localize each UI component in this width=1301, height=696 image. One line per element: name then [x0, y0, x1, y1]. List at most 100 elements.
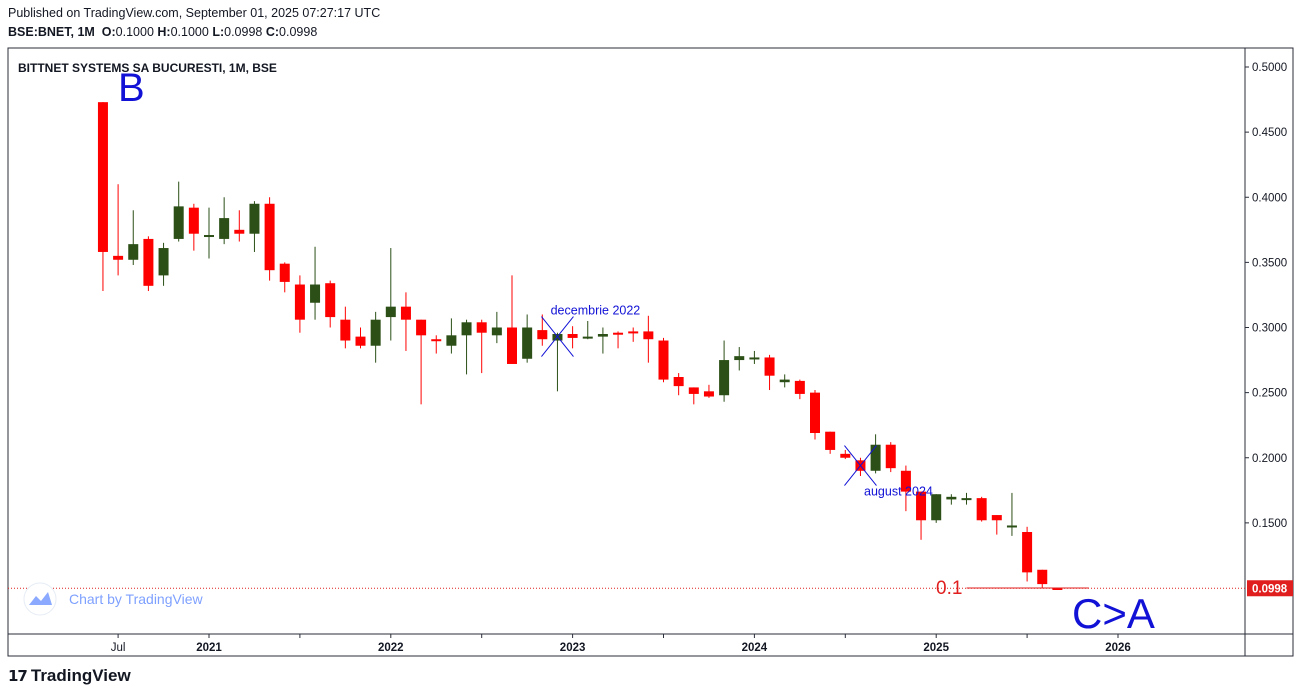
candle-body: [522, 327, 533, 359]
x-tick-label: 2023: [560, 642, 586, 654]
candle-body: [1037, 569, 1048, 585]
low-label: L:: [212, 25, 225, 39]
candle-body: [946, 496, 957, 500]
close-value: 0.0998: [279, 25, 318, 39]
tradingview-logo-icon: 𝟭𝟳: [8, 668, 28, 685]
chart-title: BITTNET SYSTEMS SA BUCURESTI, 1M, BSE: [18, 61, 277, 75]
candle-body: [325, 283, 336, 318]
open-label: O:: [101, 25, 116, 39]
published-line: Published on TradingView.com, September …: [8, 6, 381, 20]
level-label: 0.1: [936, 578, 962, 599]
candle-body: [885, 444, 896, 469]
candle-body: [158, 248, 169, 276]
y-tick-label: 0.3000: [1252, 323, 1287, 335]
candle-body: [340, 319, 351, 341]
tradingview-watermark-icon: [23, 582, 57, 616]
candle-body: [370, 319, 381, 346]
candle-body: [1006, 525, 1017, 528]
candle-body: [446, 335, 457, 346]
tradingview-brand: TradingView: [30, 666, 131, 685]
candle-body: [643, 331, 654, 340]
marker-aug-2024-label: august 2024: [864, 485, 933, 499]
candle-body: [310, 284, 321, 303]
candle-body: [628, 331, 639, 334]
y-tick-label: 0.4000: [1252, 192, 1287, 204]
candle-body: [734, 356, 745, 361]
y-tick-label: 0.4500: [1252, 127, 1287, 139]
high-value: 0.1000: [170, 25, 209, 39]
candle-body: [219, 218, 230, 239]
marker-aug-2024-cross-b: [844, 445, 877, 486]
candle-body: [900, 470, 911, 492]
candle-body: [673, 376, 684, 387]
wave-label-b: B: [118, 66, 145, 110]
chart-frame: [7, 47, 1294, 657]
candle-body: [582, 336, 593, 339]
tradingview-watermark-cloud: [29, 592, 52, 605]
x-tick-label: 2026: [1105, 642, 1131, 654]
candle-body: [507, 327, 517, 364]
candle-body: [113, 255, 124, 260]
x-tick-label: 2024: [742, 642, 768, 654]
candle-body: [764, 357, 775, 376]
candle-body: [279, 263, 290, 282]
y-tick-label: 0.2000: [1252, 453, 1287, 465]
candle-body: [431, 339, 442, 342]
candle-body: [97, 102, 108, 252]
marker-dec-2022-label: decembrie 2022: [551, 304, 641, 318]
candle-body: [976, 498, 987, 521]
candle-body: [613, 332, 624, 335]
candle-body: [658, 340, 669, 380]
candle-body: [779, 379, 790, 383]
candle-body: [537, 330, 548, 340]
candle-body: [173, 206, 184, 239]
candle-body: [991, 515, 1002, 521]
candle-body: [749, 357, 760, 360]
candle-body: [688, 387, 699, 394]
wave-label-ca: C>A: [1072, 590, 1155, 637]
y-tick-label: 0.1500: [1252, 518, 1287, 530]
candle-body: [204, 235, 214, 238]
candle-body: [703, 391, 714, 397]
tradingview-footer-logo[interactable]: 𝟭𝟳 TradingView: [8, 666, 131, 686]
last-price-label: 0.0998: [1252, 583, 1288, 595]
candle-body: [810, 392, 820, 434]
y-tick-label: 0.2500: [1252, 388, 1287, 400]
x-tick-label: Jul: [111, 642, 126, 654]
marker-dec-2022-cross-b: [541, 316, 574, 357]
open-value: 0.1000: [115, 25, 154, 39]
x-tick-label: 2025: [923, 642, 949, 654]
candle-body: [794, 380, 805, 394]
candle-body: [825, 431, 836, 450]
candle-body: [870, 444, 881, 471]
candle-body: [597, 334, 608, 337]
candle-body: [188, 207, 199, 234]
candle-body: [840, 453, 851, 458]
candle-body: [567, 334, 578, 338]
candle-body: [234, 229, 245, 234]
candle-body: [249, 203, 260, 234]
candle-body: [355, 336, 366, 346]
candle-body: [143, 238, 154, 286]
candle-body: [916, 491, 927, 521]
candle-body: [128, 244, 139, 260]
candle-body: [264, 203, 275, 271]
y-tick-label: 0.3500: [1252, 257, 1287, 269]
ohlc-line: BSE:BNET, 1M O:0.1000 H:0.1000 L:0.0998 …: [8, 25, 317, 39]
candle-body: [491, 327, 502, 336]
candle-body: [476, 322, 487, 333]
low-value: 0.0998: [224, 25, 263, 39]
candle-body: [385, 306, 396, 318]
last-price-tag: [1247, 580, 1293, 597]
candle-body: [719, 360, 730, 396]
candle-body: [461, 322, 472, 336]
tradingview-watermark: Chart by TradingView: [69, 591, 203, 607]
candle-body: [416, 319, 427, 336]
symbol-label: BSE:BNET, 1M: [8, 25, 95, 39]
candle-body: [400, 306, 411, 320]
x-tick-label: 2022: [378, 642, 404, 654]
candle-body: [931, 494, 942, 521]
y-tick-label: 0.5000: [1252, 62, 1287, 74]
close-label: C:: [265, 25, 280, 39]
